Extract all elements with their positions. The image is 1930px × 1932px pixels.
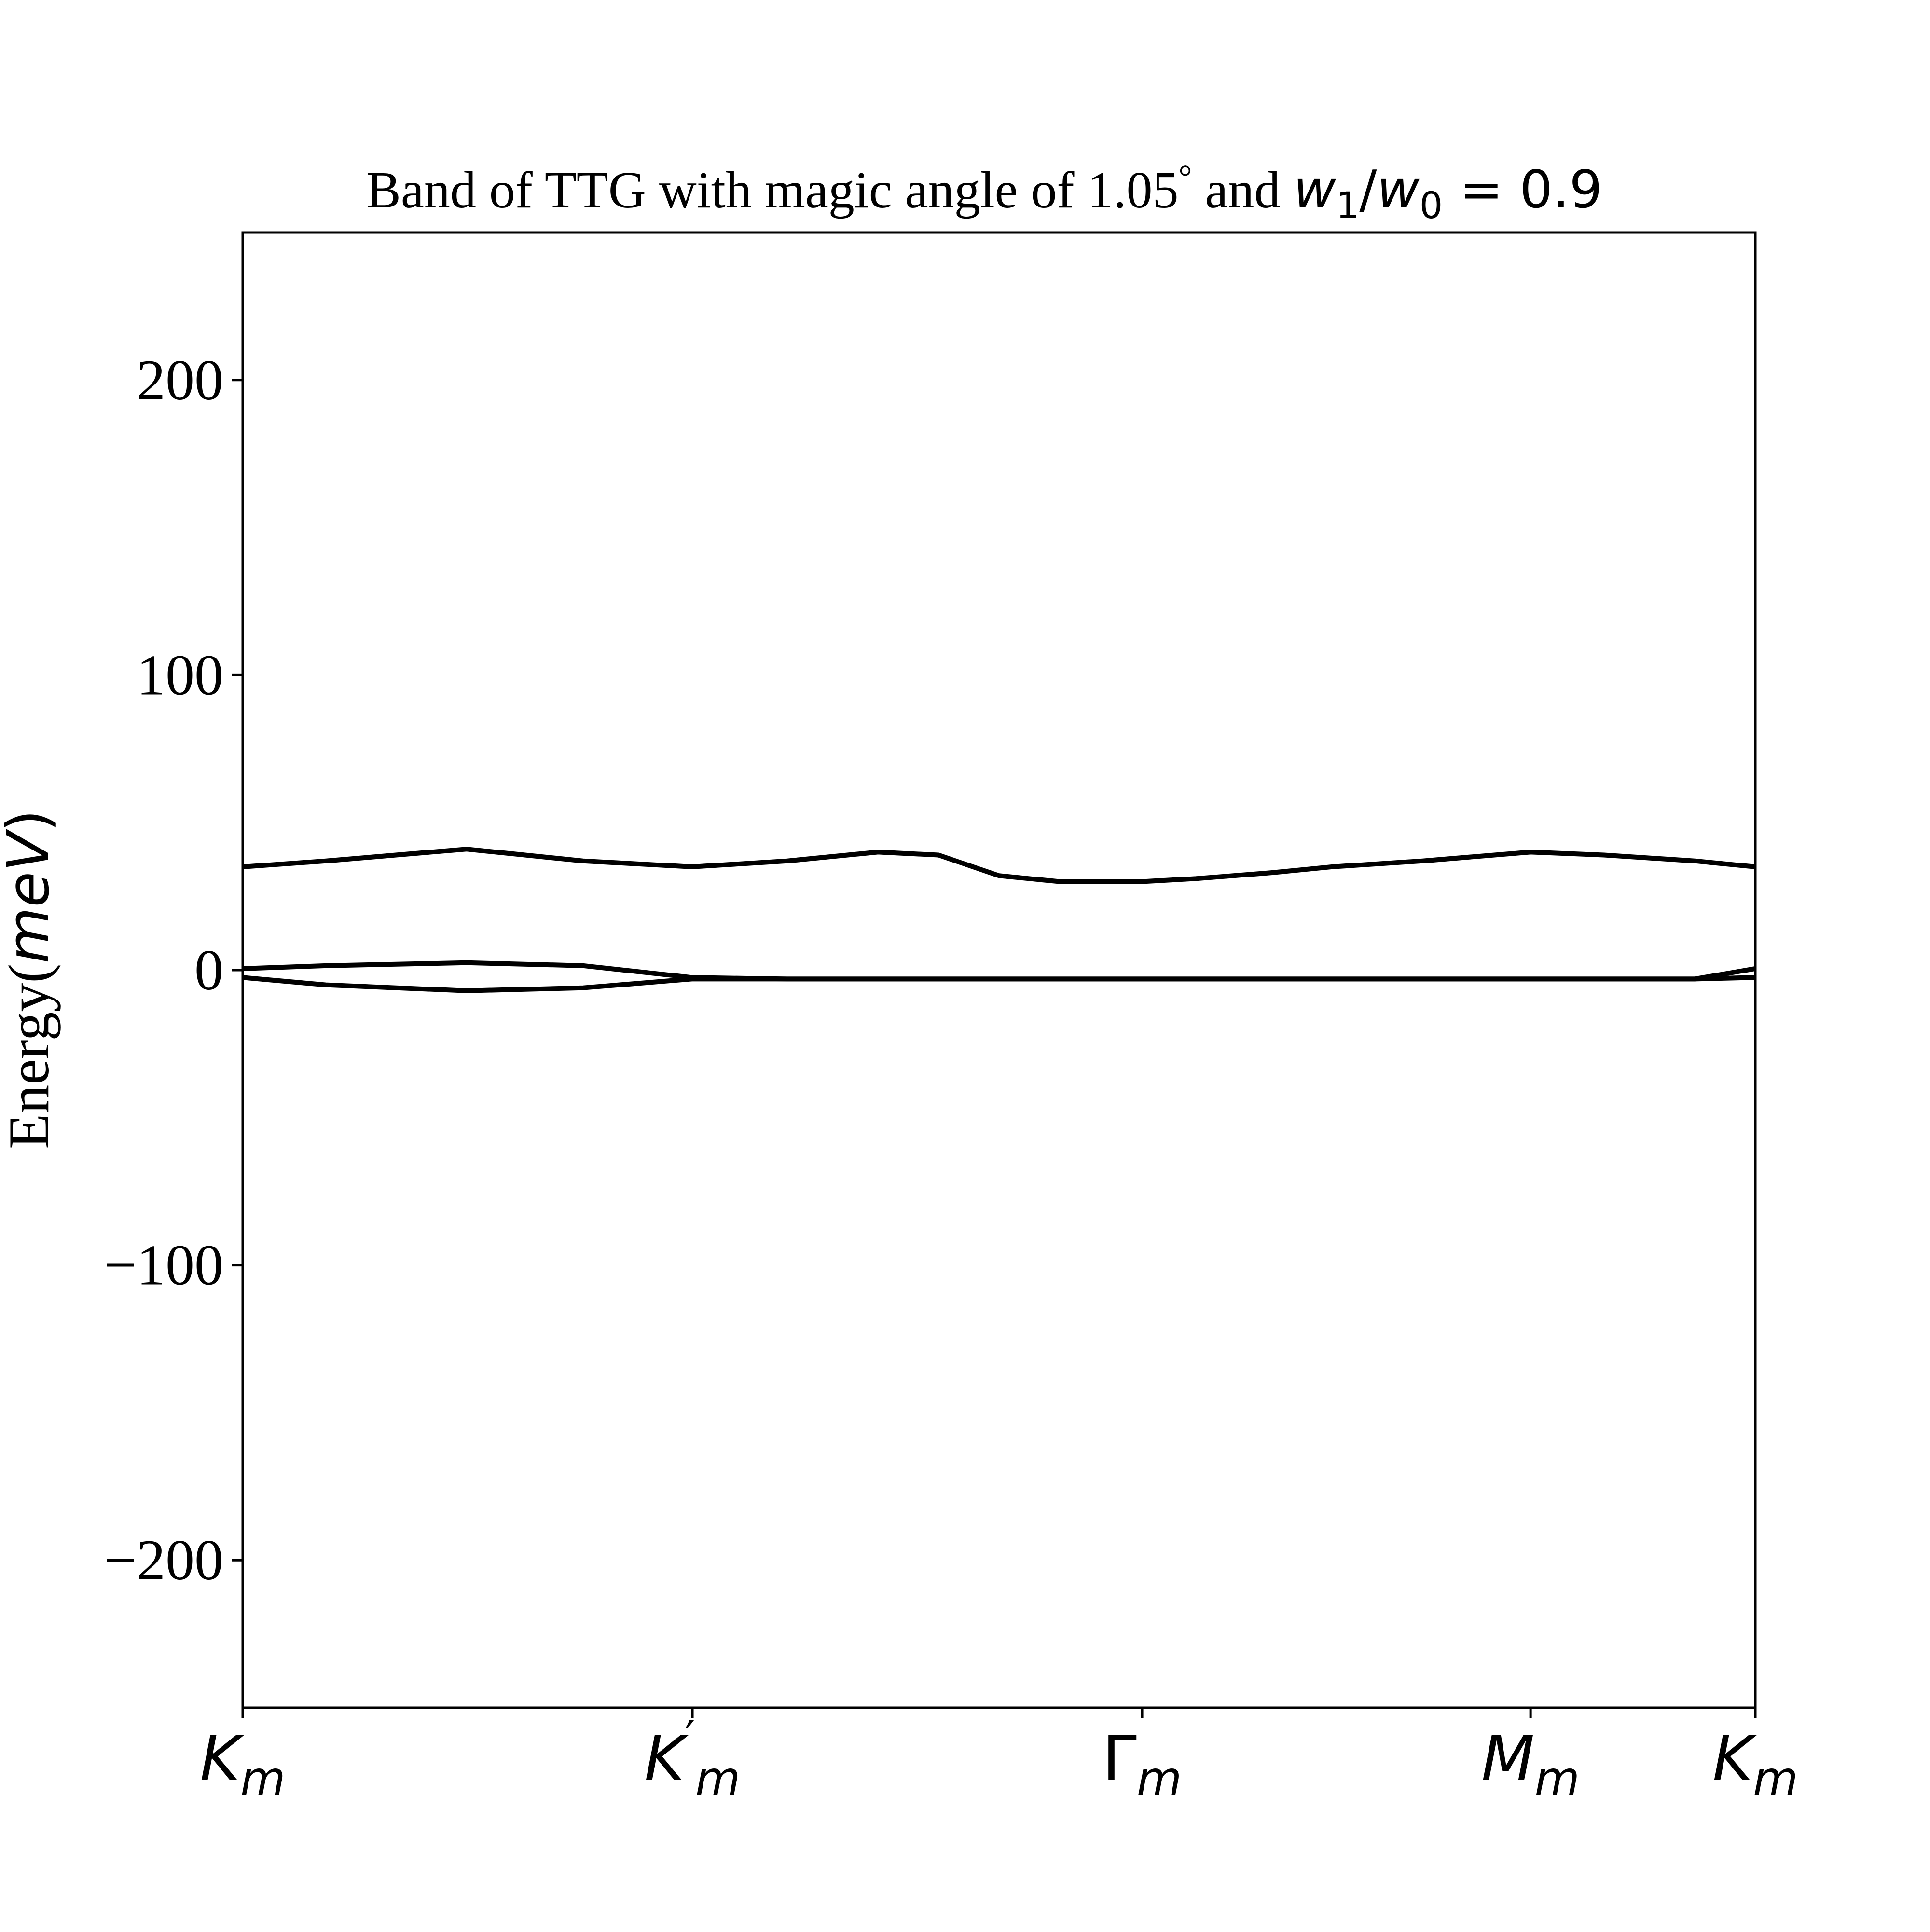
band-line-1 [243, 960, 1755, 982]
y-tick-label: 0 [194, 938, 223, 1002]
x-tick-label: Km [200, 1723, 285, 1806]
axis-ticks: 200 100 0 −100 −200 Km K′m Γm Mm Km [104, 348, 1798, 1806]
y-tick-label: −100 [104, 1233, 223, 1297]
x-tick-label: Mm [1481, 1723, 1580, 1806]
y-tick-label: 100 [137, 643, 223, 707]
y-tick-label: 200 [137, 348, 223, 412]
band-line-3 [243, 847, 1755, 884]
band-line-2 [243, 966, 1755, 993]
x-tick-label: K′m [644, 1711, 740, 1806]
chart-title: Band of TTG with magic angle of 1.05° an… [366, 159, 1602, 227]
x-tick-label: Γm [1103, 1723, 1182, 1806]
plot-frame [241, 231, 1757, 1709]
x-tick-label: Km [1712, 1723, 1798, 1806]
y-axis-label: Energy(meV) [0, 809, 62, 1149]
y-tick-label: −200 [104, 1528, 223, 1592]
band-lines [243, 847, 1755, 993]
